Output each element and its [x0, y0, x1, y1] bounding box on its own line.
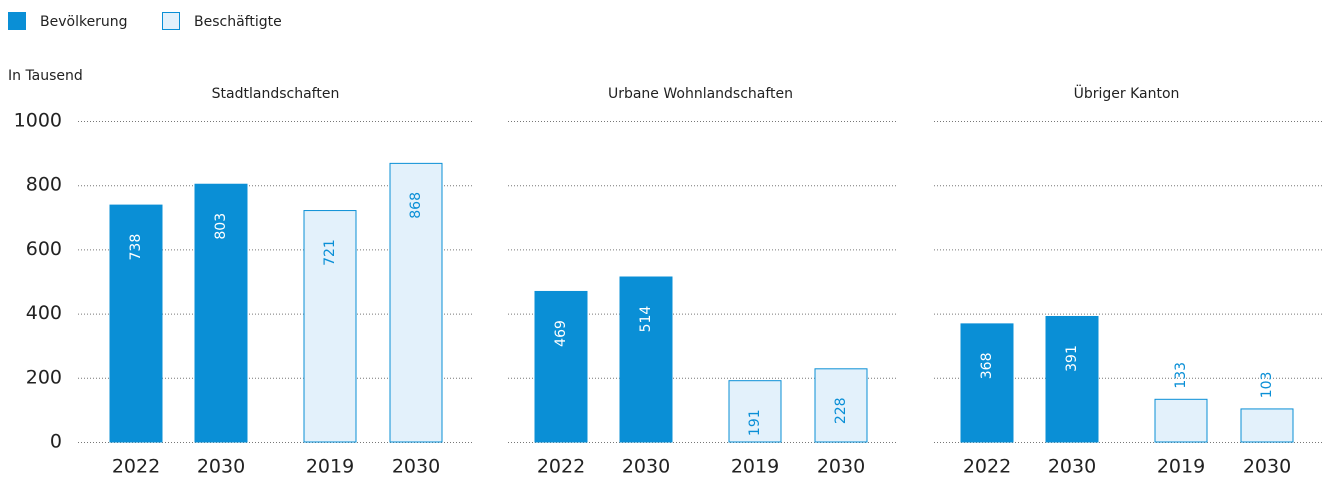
legend-label: Beschäftigte	[194, 14, 282, 30]
x-tick-label: 2019	[306, 456, 354, 478]
bar	[619, 276, 673, 443]
bar	[303, 210, 357, 443]
value-label: 391	[1064, 345, 1080, 372]
y-tick-label: 600	[26, 238, 62, 260]
x-tick-label: 2030	[1048, 456, 1096, 478]
x-tick-label: 2022	[963, 456, 1011, 478]
value-label: 469	[553, 320, 569, 347]
value-label: 103	[1259, 372, 1275, 399]
y-tick-label: 200	[26, 366, 62, 388]
x-tick-label: 2019	[731, 456, 779, 478]
value-label: 803	[213, 213, 229, 240]
bar	[814, 368, 868, 443]
x-tick-label: 2030	[622, 456, 670, 478]
x-tick-label: 2022	[537, 456, 585, 478]
x-tick-label: 2030	[197, 456, 245, 478]
y-tick-label: 800	[26, 174, 62, 196]
x-tick-label: 2030	[817, 456, 865, 478]
bar	[728, 380, 782, 443]
bar	[1045, 315, 1099, 443]
x-tick-label: 2030	[1243, 456, 1291, 478]
value-label: 228	[833, 397, 849, 424]
value-label: 868	[408, 192, 424, 219]
value-label: 514	[638, 306, 654, 333]
value-label: 721	[322, 239, 338, 266]
y-axis-label: In Tausend	[8, 68, 83, 84]
bar	[534, 290, 588, 443]
legend-swatch	[162, 12, 180, 30]
value-label: 368	[979, 353, 995, 380]
bar	[1154, 398, 1208, 443]
x-tick-label: 2019	[1157, 456, 1205, 478]
bar	[1240, 408, 1294, 443]
y-tick-label: 1000	[14, 110, 62, 132]
panel-title: Urbane Wohnlandschaften	[608, 86, 793, 102]
panel-title: Stadtlandschaften	[212, 86, 340, 102]
bar	[389, 162, 443, 443]
x-tick-label: 2022	[112, 456, 160, 478]
legend-swatch	[8, 12, 26, 30]
bar	[194, 183, 248, 443]
value-label: 738	[128, 234, 144, 261]
y-tick-label: 400	[26, 302, 62, 324]
panel-title: Übriger Kanton	[1074, 84, 1180, 102]
value-label: 191	[747, 409, 763, 436]
bar	[960, 323, 1014, 443]
value-label: 133	[1173, 362, 1189, 389]
y-tick-label: 0	[50, 431, 62, 453]
bar	[109, 204, 163, 443]
legend-label: Bevölkerung	[40, 14, 128, 30]
x-tick-label: 2030	[392, 456, 440, 478]
